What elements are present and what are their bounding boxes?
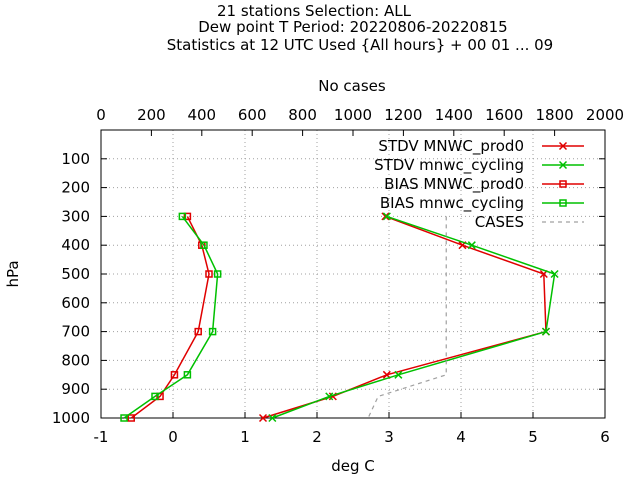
legend-label: STDV MNWC_prod0 xyxy=(378,137,524,156)
marker-stroke xyxy=(381,212,390,221)
x2-tick-label: 0 xyxy=(96,106,106,124)
marker-stroke xyxy=(558,160,568,170)
tick-layer: -1 0 1 2 3 4 5 6 0 200 400 600 800 1000 1200 1400 1600 18… xyxy=(52,106,624,446)
marker-stroke xyxy=(268,413,277,423)
series-bias-mnwc-prod0 xyxy=(127,212,213,422)
data-point xyxy=(213,270,222,278)
x2-tick-label: 1400 xyxy=(435,106,473,124)
marker-stroke xyxy=(382,370,391,379)
x-axis-label: deg C xyxy=(331,457,375,475)
x2-tick-label: 1800 xyxy=(536,106,574,124)
series-stdv-mnwc-prod0 xyxy=(258,212,550,423)
y-tick-label: 900 xyxy=(61,380,90,398)
grid-layer xyxy=(101,130,605,418)
marker-stroke xyxy=(382,212,391,221)
data-point xyxy=(200,241,208,249)
x-tick-label: 5 xyxy=(528,428,538,446)
y-tick-label: 500 xyxy=(61,265,90,283)
data-point xyxy=(151,392,159,401)
marker-stroke xyxy=(558,141,568,151)
data-point xyxy=(194,327,202,336)
x2-tick-label: 2000 xyxy=(586,106,624,124)
legend-label: BIAS mnwc_cycling xyxy=(380,194,524,213)
series-line xyxy=(123,215,219,419)
marker-stroke xyxy=(541,327,550,336)
data-point xyxy=(550,269,559,279)
x2-tick-label: 1200 xyxy=(384,106,422,124)
series-layer xyxy=(120,212,559,423)
legend-label: STDV mnwc_cycling xyxy=(374,156,524,175)
data-point xyxy=(170,371,179,379)
y-tick-label: 200 xyxy=(61,179,90,197)
marker-stroke xyxy=(325,392,334,401)
series-line xyxy=(272,215,556,419)
data-point xyxy=(394,370,403,379)
x2-tick-label: 1000 xyxy=(334,106,372,124)
marker-stroke xyxy=(550,269,559,279)
x2-tick-label: 600 xyxy=(238,106,267,124)
series-line xyxy=(367,216,447,419)
data-point xyxy=(127,414,135,422)
data-point xyxy=(183,212,192,221)
y-tick-label: 300 xyxy=(61,207,90,225)
x-tick-label: -1 xyxy=(94,428,109,446)
marker-stroke xyxy=(394,370,403,379)
data-point xyxy=(258,413,268,423)
data-point xyxy=(205,270,213,278)
marker-stroke xyxy=(258,413,268,423)
data-point xyxy=(183,371,192,379)
data-point xyxy=(120,414,128,422)
legend-swatch-marker xyxy=(558,160,568,170)
y-tick-label: 700 xyxy=(61,323,90,341)
data-point xyxy=(541,327,550,336)
legend-swatch-marker xyxy=(558,141,568,151)
x2-tick-label: 400 xyxy=(187,106,216,124)
series-bias-mnwc-cycling xyxy=(120,212,222,422)
data-point xyxy=(382,212,391,221)
x-tick-label: 0 xyxy=(168,428,178,446)
data-point xyxy=(381,212,390,221)
chart-title-line-2: Dew point T Period: 20220806-20220815 xyxy=(198,18,507,36)
x2-tick-label: 1600 xyxy=(485,106,523,124)
x-tick-label: 6 xyxy=(600,428,610,446)
data-point xyxy=(208,327,217,336)
legend-swatch-marker xyxy=(559,180,567,188)
x2-tick-label: 200 xyxy=(137,106,166,124)
series-stdv-mnwc-cycling xyxy=(268,212,559,423)
chart-title-line-1: 21 stations Selection: ALL xyxy=(217,2,412,20)
y-tick-label: 800 xyxy=(61,351,90,369)
y-tick-label: 600 xyxy=(61,294,90,312)
series-cases xyxy=(367,216,447,419)
x-tick-label: 3 xyxy=(384,428,394,446)
data-point xyxy=(178,212,187,221)
y-tick-label: 100 xyxy=(61,150,90,168)
x-tick-label: 1 xyxy=(240,428,250,446)
x2-axis-label: No cases xyxy=(318,77,386,95)
x2-tick-label: 800 xyxy=(288,106,317,124)
data-point xyxy=(467,241,476,250)
series-line xyxy=(130,216,210,419)
x-tick-label: 2 xyxy=(312,428,322,446)
legend-label: CASES xyxy=(475,213,524,231)
x-tick-label: 4 xyxy=(456,428,466,446)
chart-title-line-3: Statistics at 12 UTC Used {All hours} + … xyxy=(167,36,553,54)
legend-swatch-marker xyxy=(559,199,567,207)
marker-stroke xyxy=(467,241,476,250)
y-tick-label: 1000 xyxy=(52,409,90,427)
legend-label: BIAS MNWC_prod0 xyxy=(384,175,524,194)
data-point xyxy=(325,392,334,401)
y-axis-label: hPa xyxy=(4,260,22,287)
data-point xyxy=(268,413,277,423)
y-tick-label: 400 xyxy=(61,236,90,254)
